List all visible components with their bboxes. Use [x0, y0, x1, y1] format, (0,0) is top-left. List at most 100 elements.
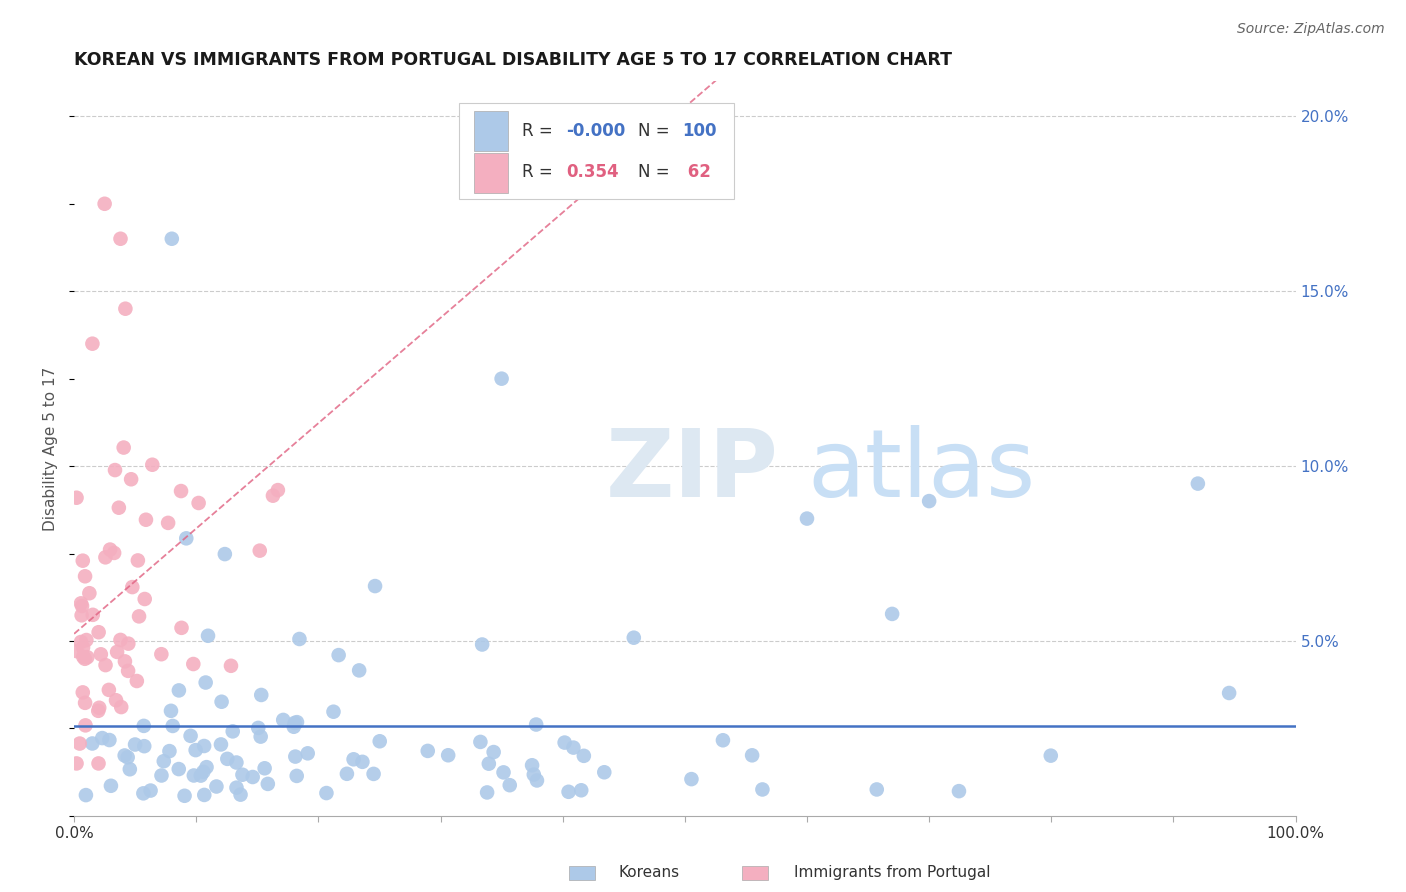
Point	[127, 553, 149, 567]
Point	[478, 756, 501, 771]
Point	[183, 768, 205, 782]
Y-axis label: Disability Age 5 to 17: Disability Age 5 to 17	[44, 367, 58, 531]
Point	[194, 675, 217, 690]
Point	[193, 788, 215, 802]
Point	[253, 761, 276, 775]
Point	[73, 569, 96, 583]
Point	[184, 743, 207, 757]
Point	[225, 756, 247, 770]
Point	[82, 737, 104, 751]
Point	[211, 695, 233, 709]
Point	[70, 599, 93, 613]
Point	[117, 750, 139, 764]
Point	[117, 637, 139, 651]
Point	[491, 372, 513, 386]
Point	[363, 767, 385, 781]
Point	[69, 737, 91, 751]
Point	[82, 336, 104, 351]
Point	[114, 654, 136, 668]
Point	[222, 724, 245, 739]
Point	[98, 542, 121, 557]
Point	[134, 592, 156, 607]
Point	[214, 547, 236, 561]
Point	[866, 782, 889, 797]
Point	[247, 721, 270, 735]
Point	[368, 734, 391, 748]
Point	[347, 664, 370, 678]
Point	[284, 715, 307, 730]
Point	[110, 632, 132, 647]
Bar	[474, 111, 508, 151]
Point	[72, 640, 94, 655]
Text: Immigrants from Portugal: Immigrants from Portugal	[794, 865, 991, 880]
Point	[125, 673, 148, 688]
Point	[120, 472, 142, 486]
Point	[219, 658, 242, 673]
Point	[256, 777, 278, 791]
Text: N =: N =	[638, 121, 675, 139]
Point	[112, 441, 135, 455]
Point	[94, 550, 117, 565]
Point	[285, 769, 308, 783]
Point	[250, 688, 273, 702]
Point	[267, 483, 290, 497]
Point	[152, 754, 174, 768]
Point	[132, 719, 155, 733]
Point	[1187, 476, 1209, 491]
Point	[315, 786, 337, 800]
Point	[1039, 748, 1062, 763]
Point	[416, 744, 439, 758]
Point	[73, 652, 96, 666]
Point	[70, 635, 93, 649]
Point	[882, 607, 904, 621]
Point	[195, 760, 218, 774]
Point	[91, 731, 114, 745]
Point	[322, 705, 344, 719]
Point	[75, 788, 97, 802]
Point	[1218, 686, 1240, 700]
Point	[124, 738, 146, 752]
Point	[170, 484, 193, 499]
Point	[87, 756, 110, 771]
Point	[711, 733, 734, 747]
Point	[167, 683, 190, 698]
Point	[174, 532, 197, 546]
Point	[75, 696, 97, 710]
Point	[90, 648, 112, 662]
Point	[70, 608, 93, 623]
Point	[242, 770, 264, 784]
Point	[75, 718, 97, 732]
Point	[114, 748, 136, 763]
Point	[499, 778, 522, 792]
Point	[681, 772, 703, 786]
Point	[197, 629, 219, 643]
Point	[72, 649, 94, 664]
Point	[526, 773, 548, 788]
Point	[110, 700, 132, 714]
Point	[162, 719, 184, 733]
Point	[97, 682, 120, 697]
Bar	[474, 153, 508, 193]
Point	[89, 700, 111, 714]
Point	[65, 644, 87, 658]
Point	[159, 744, 181, 758]
Point	[741, 748, 763, 763]
Point	[100, 779, 122, 793]
Point	[475, 785, 498, 799]
Point	[134, 739, 156, 754]
Point	[103, 546, 125, 560]
Point	[98, 733, 121, 747]
Point	[285, 715, 308, 730]
Point	[72, 685, 94, 699]
Point	[193, 764, 215, 779]
Point	[70, 596, 93, 610]
Point	[104, 463, 127, 477]
Point	[557, 785, 579, 799]
Point	[342, 752, 364, 766]
Point	[249, 730, 271, 744]
Text: atlas: atlas	[807, 425, 1035, 516]
Text: R =: R =	[523, 121, 558, 139]
Point	[193, 739, 215, 753]
Point	[623, 631, 645, 645]
Point	[132, 786, 155, 800]
